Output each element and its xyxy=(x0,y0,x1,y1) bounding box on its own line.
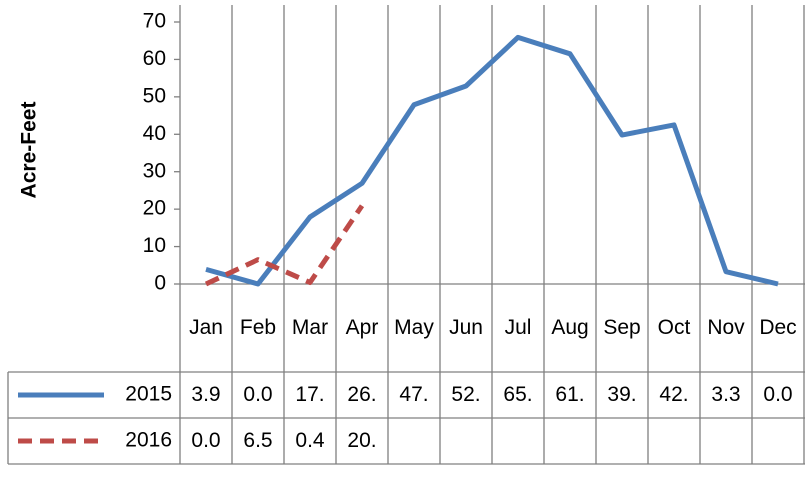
data-table-value xyxy=(700,418,752,464)
data-table-value: 39. xyxy=(607,383,637,406)
data-table-value xyxy=(544,418,596,464)
y-tick-label: 70 xyxy=(143,10,166,33)
x-tick-label: Mar xyxy=(291,316,329,339)
y-tick-label: 0 xyxy=(154,272,166,295)
data-table-value: 52. xyxy=(451,383,481,406)
x-tick-label: Aug xyxy=(551,316,589,339)
y-tick-label: 10 xyxy=(143,234,166,257)
data-table-value: 42. xyxy=(659,383,689,406)
data-table-value: 0.0 xyxy=(243,383,273,406)
x-tick-label: May xyxy=(394,316,434,339)
x-tick-label: Dec xyxy=(759,316,797,339)
x-tick-label: Jan xyxy=(189,316,223,339)
data-table-value xyxy=(752,418,804,464)
data-table-value: 17. xyxy=(295,383,325,406)
y-tick-label: 20 xyxy=(143,197,166,220)
legend-label: 2016 xyxy=(125,429,172,452)
data-table-value xyxy=(388,418,440,464)
data-table-value xyxy=(596,418,648,464)
data-table-value: 3.3 xyxy=(711,383,741,406)
data-table-value: 0.0 xyxy=(191,429,221,452)
x-tick-label: Jul xyxy=(504,316,532,339)
series-line xyxy=(204,204,365,287)
y-tick-label: 40 xyxy=(143,122,166,145)
x-tick-label: Apr xyxy=(345,316,379,339)
y-tick-label: 30 xyxy=(143,159,166,182)
x-tick-label: Oct xyxy=(657,316,691,339)
data-table-value xyxy=(648,418,700,464)
data-table-value: 65. xyxy=(503,383,533,406)
x-tick-label: Feb xyxy=(239,316,277,339)
x-tick-label: Jun xyxy=(449,316,483,339)
series-line xyxy=(205,34,779,287)
y-tick-label: 60 xyxy=(143,47,166,70)
data-table-value: 47. xyxy=(399,383,429,406)
x-tick-label: Nov xyxy=(707,316,745,339)
legend-label: 2015 xyxy=(125,383,172,406)
data-table-value: 0.4 xyxy=(295,429,325,452)
data-table-value: 0.0 xyxy=(763,383,793,406)
data-table-value: 20. xyxy=(347,429,377,452)
data-table-value: 6.5 xyxy=(243,429,273,452)
data-table-value xyxy=(492,418,544,464)
x-tick-label: Sep xyxy=(603,316,641,339)
data-table-value: 26. xyxy=(347,383,377,406)
y-axis-label: Acre-Feet xyxy=(18,102,41,199)
data-table-value: 3.9 xyxy=(191,383,221,406)
data-table-value xyxy=(440,418,492,464)
y-tick-label: 50 xyxy=(143,84,166,107)
data-table-value: 61. xyxy=(555,383,585,406)
